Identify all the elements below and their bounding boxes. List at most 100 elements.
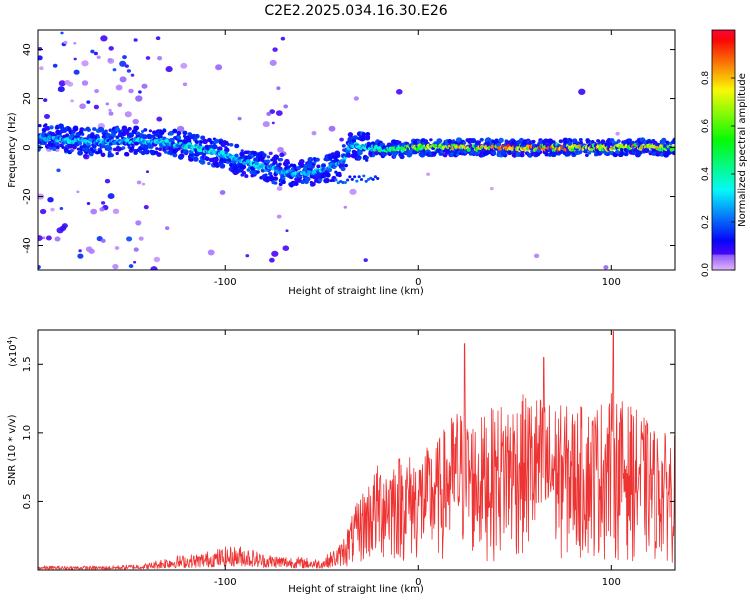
spectrogram-cell <box>141 83 148 89</box>
spectrogram-cell <box>328 125 336 132</box>
spectrogram-ridge-cell <box>89 147 94 151</box>
colorbar-step <box>712 170 735 173</box>
spectrogram-cell <box>262 121 270 128</box>
spectrogram-cell <box>86 100 91 104</box>
spectrogram-ridge-cell <box>241 170 247 175</box>
spectrogram-ridge-cell <box>194 133 200 139</box>
spectrogram-cell <box>39 66 44 71</box>
snr-axes: -100 0 100 0.5 1.0 1.5 <box>22 330 675 588</box>
spectrogram-cell <box>126 236 133 242</box>
spectrogram-ridge-cell <box>97 149 103 154</box>
spectrogram-ridge-cell <box>227 157 232 162</box>
colorbar-step <box>712 134 735 137</box>
spectrogram-cell <box>135 220 142 226</box>
spectrogram-ridge-cell <box>273 181 278 185</box>
spectrogram-ridge-cell <box>199 159 206 165</box>
colorbar-step <box>712 116 735 119</box>
spectrogram-ridge-cell <box>351 138 357 144</box>
spectrogram-ridge-cell <box>63 147 69 153</box>
spectrogram-cell <box>83 153 90 160</box>
spectrogram-ridge-cell <box>579 141 584 145</box>
spectrogram-cell <box>311 131 317 136</box>
colorbar-step <box>712 238 735 241</box>
colorbar-step <box>712 204 735 207</box>
colorbar-tick-label: 0.4 <box>701 167 711 182</box>
colorbar-frame <box>711 29 736 271</box>
colorbar-step <box>712 60 735 63</box>
spectrogram-cell <box>271 121 275 125</box>
spectrogram-cell <box>153 256 161 263</box>
spectrogram-ridge-cell <box>365 131 371 137</box>
spectrogram-ridge-cell <box>432 151 437 155</box>
spectrogram-cell <box>275 110 283 116</box>
spectrogram-cell <box>58 80 66 87</box>
spectrogram-ridge-cell <box>119 142 123 145</box>
snr-scale-prefix: (x10 <box>8 344 19 367</box>
colorbar-step <box>712 122 735 125</box>
spectrogram-cell <box>77 253 84 259</box>
colorbar-step <box>712 182 735 185</box>
spectrogram-ridge-cell <box>630 140 635 145</box>
spectrogram-ridge-cell <box>423 139 429 144</box>
colorbar-step <box>712 98 735 101</box>
spectrogram-ridge-cell <box>81 132 85 136</box>
spectrogram-cell <box>349 188 357 195</box>
colorbar-step <box>712 208 735 211</box>
spectrogram-ridge-cell <box>86 127 91 132</box>
colorbar-step <box>712 242 735 245</box>
spectrogram-ridge-cell <box>212 156 219 163</box>
spectrogram-cell <box>39 208 47 215</box>
spectrogram-ridge-cell <box>76 147 81 151</box>
spectrogram-ridge-cell <box>536 148 541 153</box>
spectrogram-ridge-cell <box>659 153 664 157</box>
spectrogram-cell <box>133 260 137 264</box>
colorbar-step <box>712 216 735 219</box>
spectrogram-ridge-cell <box>155 147 159 151</box>
spectrogram-ridge-cell <box>606 142 612 147</box>
spectrogram-cell <box>165 66 173 73</box>
spectrogram-ridge-cell <box>637 150 643 155</box>
spectrogram-ridge-cell <box>55 145 60 150</box>
spectrogram-ridge-cell <box>320 163 327 168</box>
spectrogram-cell <box>112 208 120 215</box>
spectrogram-ridge-cell <box>172 128 178 134</box>
spectrogram-cell <box>207 249 215 256</box>
spectrogram-ridge-cell <box>371 177 375 181</box>
colorbar-step <box>712 152 735 155</box>
colorbar-step <box>712 260 735 263</box>
spectrogram-cell <box>38 235 43 242</box>
spectrogram-xtick-label: 100 <box>602 277 621 288</box>
spectrogram-cell <box>67 81 74 87</box>
spectrogram-ridge-cell <box>519 152 525 158</box>
spectrogram-ridge-cell <box>184 139 188 144</box>
spectrogram-cell <box>117 102 123 107</box>
spectrogram-ridge-cell <box>104 129 108 133</box>
spectrogram-ridge-cell <box>91 149 96 153</box>
spectrogram-ridge-cell <box>234 153 239 158</box>
spectrogram-cell <box>100 238 106 243</box>
colorbar-step <box>712 70 735 73</box>
spectrogram-ridge-cell <box>121 146 126 150</box>
spectrogram-cell <box>132 118 139 125</box>
spectrogram-ridge-cell <box>186 139 192 143</box>
spectrogram-cell <box>96 55 101 60</box>
spectrogram-cell <box>269 59 277 66</box>
colorbar-step <box>712 192 735 195</box>
spectrogram-ridge-cell <box>374 150 379 156</box>
spectrogram-ridge-cell <box>343 163 349 168</box>
spectrogram-cell <box>157 56 163 61</box>
spectrogram-cell <box>615 131 620 136</box>
spectrogram-ridge-cell <box>224 146 228 150</box>
colorbar-step <box>712 252 735 255</box>
spectrogram-cell <box>271 250 279 257</box>
svg-text:(x104): (x104) <box>6 336 19 367</box>
spectrogram-ridge-cell <box>281 179 286 184</box>
colorbar-step <box>712 248 735 251</box>
spectrogram-ridge-cell <box>643 147 650 154</box>
spectrogram-ridge-cell <box>143 128 148 132</box>
spectrogram-cell <box>363 258 368 262</box>
colorbar-step <box>712 146 735 149</box>
spectrogram-cell <box>114 246 120 250</box>
spectrogram-ridge-cell <box>307 156 314 163</box>
colorbar-step <box>712 130 735 133</box>
